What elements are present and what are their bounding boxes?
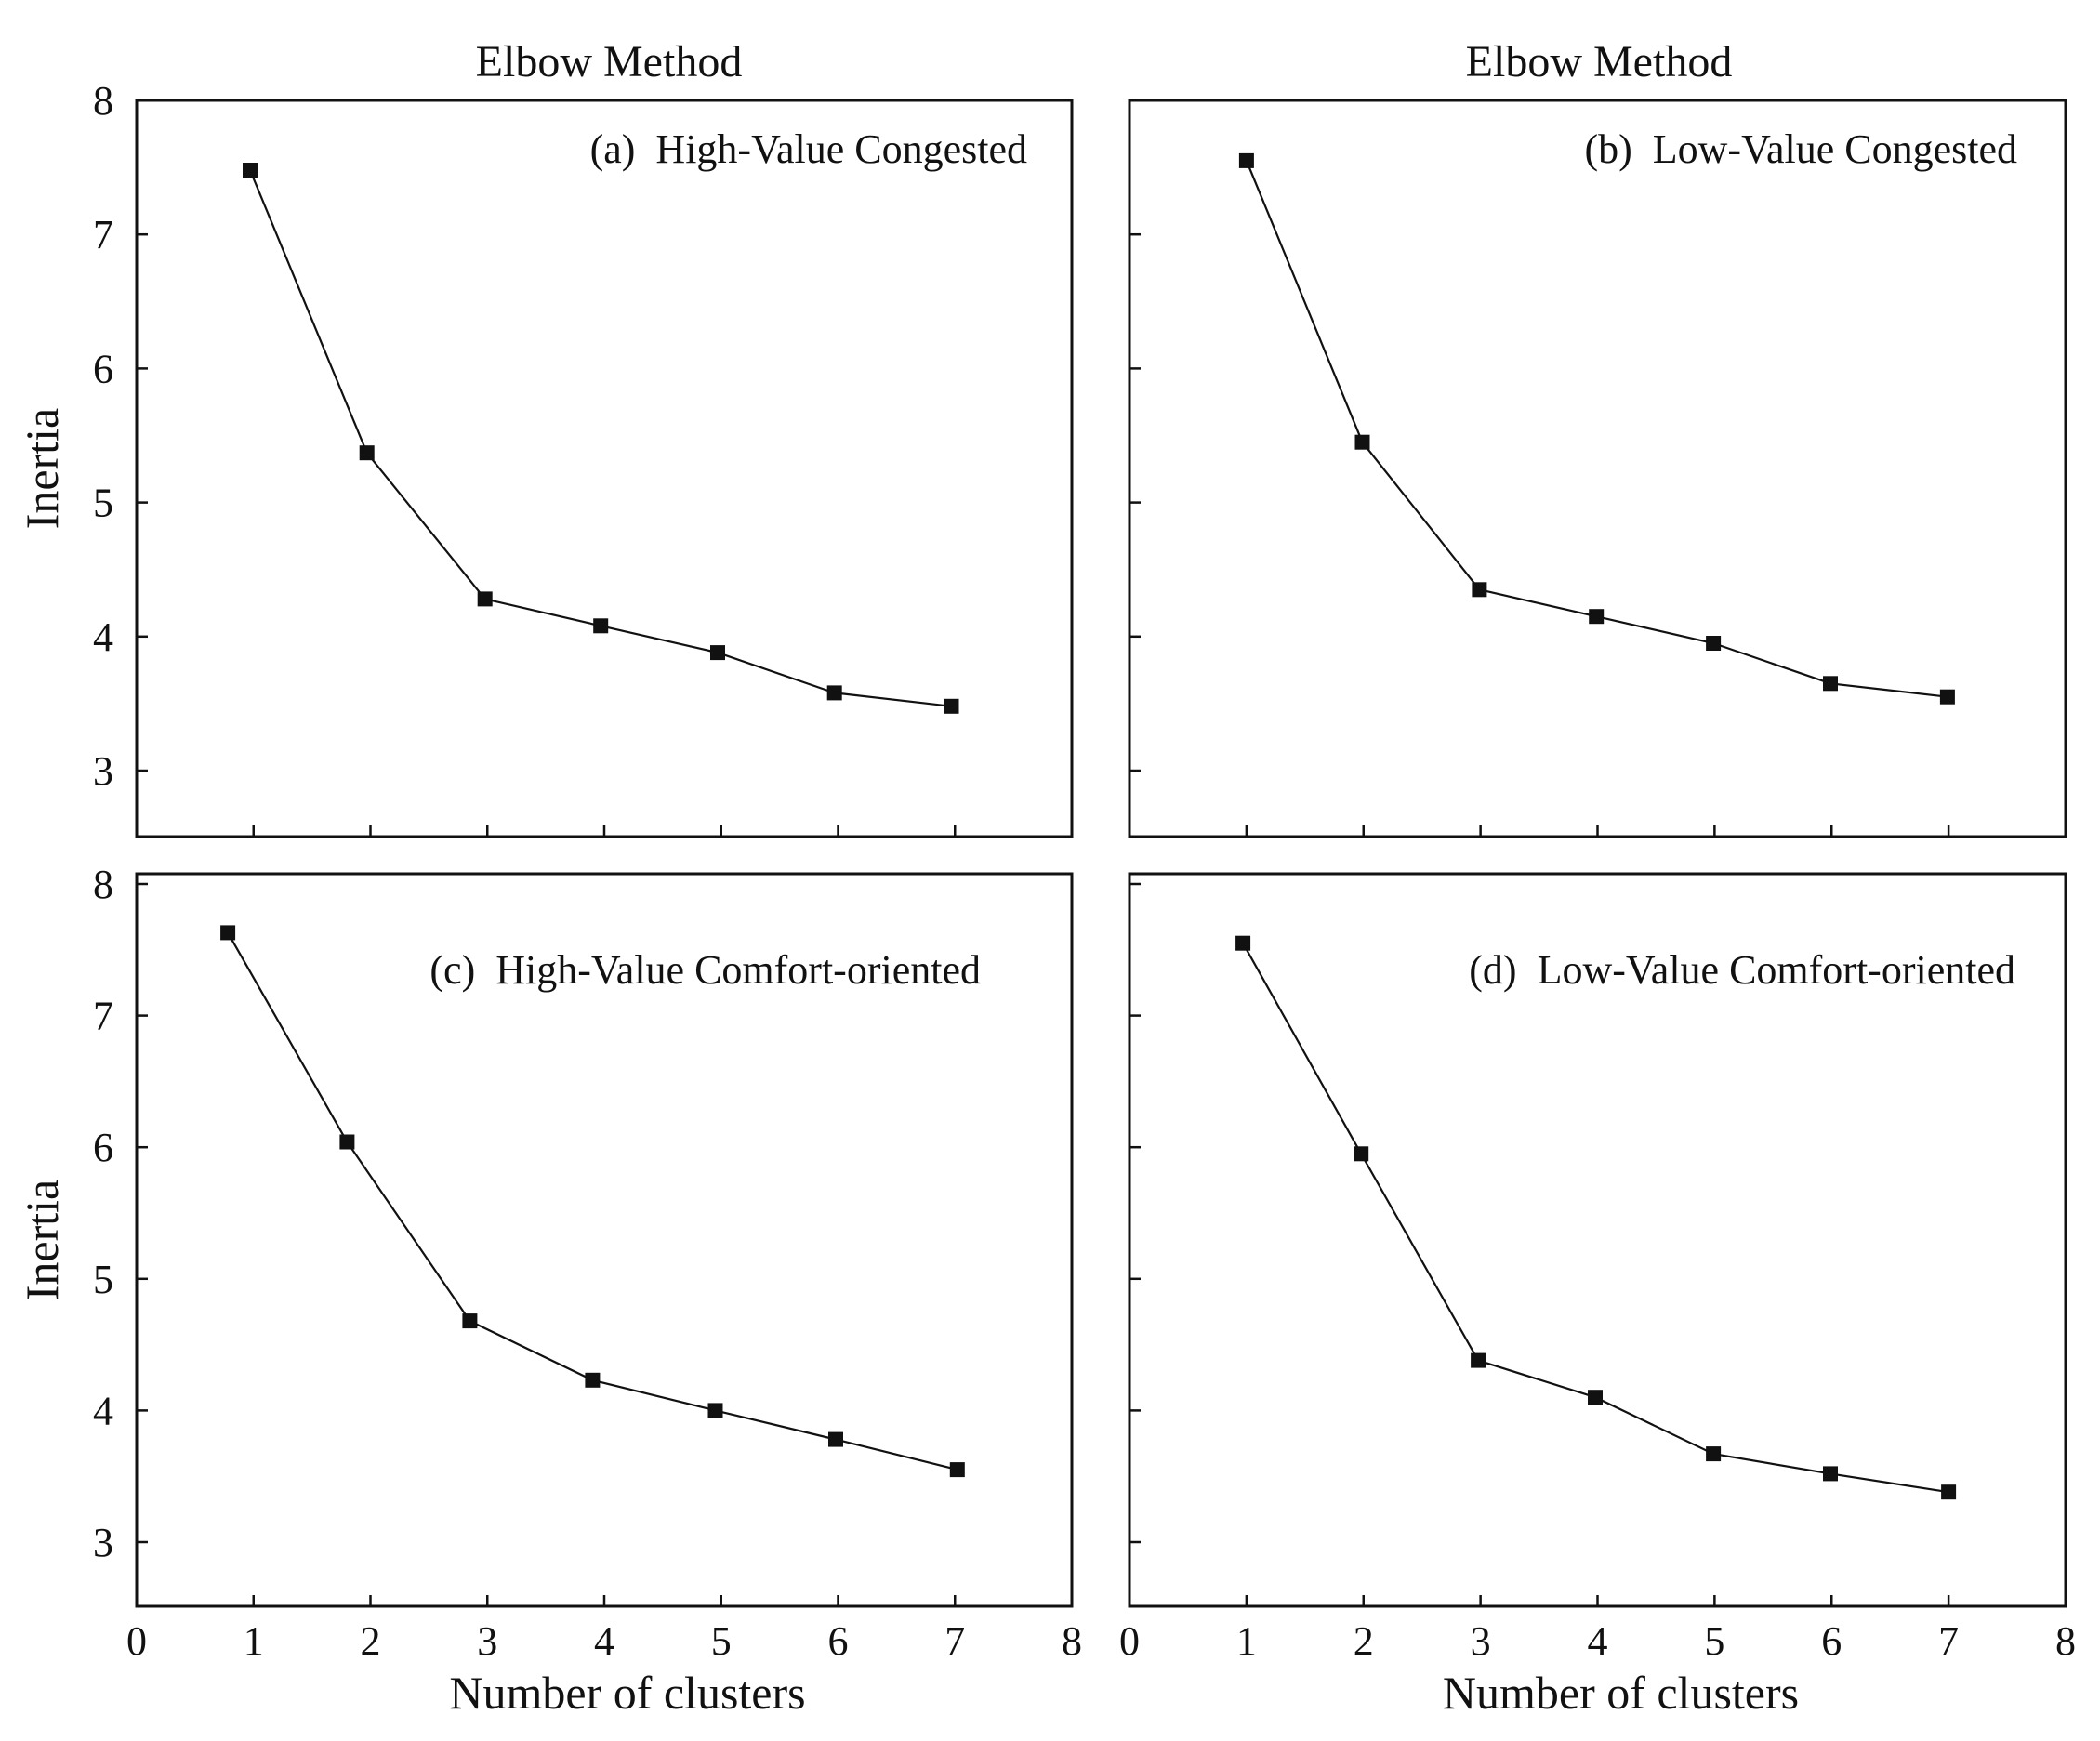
chart-panel-d: 0 1 2 3 4 5 6 7 8 Number of clusters (d) Low-Value… xyxy=(1119,872,2076,1719)
chart-panel-b: Elbow Method (b) Low-Value Congested xyxy=(1128,37,2067,838)
data-point xyxy=(1354,434,1370,450)
x-tick-label: 5 xyxy=(711,1618,732,1664)
y-tick-label: 3 xyxy=(93,748,113,794)
x-tick-label: 5 xyxy=(1704,1618,1724,1664)
y-tick-label: 7 xyxy=(93,994,113,1039)
y-axis-label: Inertia xyxy=(16,1180,68,1300)
data-point xyxy=(462,1313,478,1329)
data-point xyxy=(1706,1446,1722,1462)
x-tick-label: 1 xyxy=(244,1618,264,1664)
data-point xyxy=(949,1462,965,1478)
x-tick-label: 0 xyxy=(126,1618,147,1664)
x-tick-label: 6 xyxy=(1821,1618,1842,1664)
series-line xyxy=(1242,943,1949,1494)
data-point xyxy=(1706,636,1722,651)
y-tick-label: 8 xyxy=(93,78,113,124)
plot-frame xyxy=(135,99,1074,838)
data-point xyxy=(339,1134,355,1150)
x-tick-label: 2 xyxy=(361,1618,381,1664)
y-tick-label: 4 xyxy=(93,1388,113,1433)
y-tick-label: 6 xyxy=(93,346,113,391)
y-axis-label: Inertia xyxy=(16,408,68,529)
data-point xyxy=(477,591,493,607)
data-point xyxy=(1472,582,1487,598)
data-point xyxy=(1823,1466,1838,1482)
chart-title: Elbow Method xyxy=(476,37,743,86)
panel-label: (d) Low-Value Comfort-oriented xyxy=(1469,947,2015,993)
series-line xyxy=(227,931,958,1471)
x-axis-label: Number of clusters xyxy=(1443,1667,1799,1719)
data-point xyxy=(1589,609,1605,625)
data-point xyxy=(1471,1352,1486,1368)
y-tick-label: 3 xyxy=(93,1520,113,1565)
data-point xyxy=(828,1431,843,1447)
y-tick-label: 4 xyxy=(93,614,113,660)
x-tick-label: 4 xyxy=(1588,1618,1608,1664)
chart-panel-a: 3 4 5 6 7 8 Inertia Elbow Method (a) High-Value … xyxy=(16,37,1074,838)
data-point xyxy=(1354,1146,1369,1162)
x-tick-label: 7 xyxy=(1938,1618,1959,1664)
panel-label: (a) High-Value Congested xyxy=(590,126,1027,172)
data-point xyxy=(1939,689,1955,705)
x-tick-label: 8 xyxy=(1062,1618,1082,1664)
data-point xyxy=(826,685,842,701)
data-point xyxy=(710,645,725,661)
y-tick-label: 5 xyxy=(93,1257,113,1302)
x-tick-label: 1 xyxy=(1236,1618,1257,1664)
x-tick-label: 7 xyxy=(944,1618,965,1664)
x-tick-label: 3 xyxy=(477,1618,497,1664)
data-point xyxy=(1235,935,1251,951)
panel-label: (b) Low-Value Congested xyxy=(1584,126,2017,172)
data-point xyxy=(1823,676,1838,692)
panel-label: (c) High-Value Comfort-oriented xyxy=(429,947,981,993)
chart-title: Elbow Method xyxy=(1466,37,1733,86)
y-tick-label: 5 xyxy=(93,481,113,526)
plot-frame xyxy=(1128,99,2067,838)
x-tick-label: 2 xyxy=(1354,1618,1374,1664)
data-point xyxy=(1941,1484,1957,1500)
x-tick-label: 0 xyxy=(1119,1618,1140,1664)
chart-panel-c: 0 1 2 3 4 5 6 7 8 3 4 5 6 7 8 Inertia Number of clusters… xyxy=(16,862,1082,1719)
y-tick-label: 8 xyxy=(93,862,113,907)
x-tick-label: 8 xyxy=(2055,1618,2076,1664)
data-point xyxy=(944,698,959,714)
x-tick-label: 3 xyxy=(1471,1618,1491,1664)
y-tick-label: 7 xyxy=(93,212,113,257)
data-point xyxy=(1588,1390,1603,1405)
data-point xyxy=(243,163,258,178)
y-tick-label: 6 xyxy=(93,1125,113,1170)
data-point xyxy=(707,1403,723,1418)
x-axis-label: Number of clusters xyxy=(449,1667,805,1719)
x-tick-label: 6 xyxy=(828,1618,849,1664)
data-point xyxy=(220,925,236,941)
data-point xyxy=(1238,152,1254,168)
data-point xyxy=(593,618,609,634)
data-point xyxy=(359,445,375,461)
data-point xyxy=(585,1372,601,1388)
x-tick-label: 4 xyxy=(594,1618,614,1664)
